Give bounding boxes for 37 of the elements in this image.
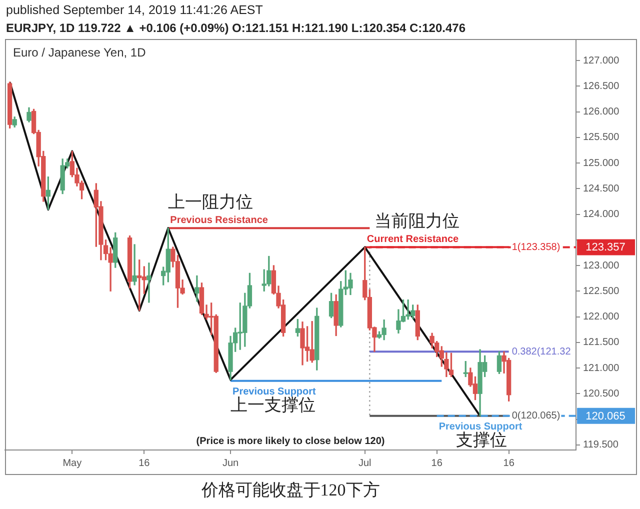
x-tick-label: 16 [138,458,150,469]
annotation: 0.382(121.32 [512,346,572,358]
series-label: Previous Support [438,422,523,433]
text: published September 14, 2019 11:41:26 AEST [6,3,263,17]
annotation: 123.357 [586,242,626,254]
x-tick-label: 16 [431,458,443,469]
annotation: (Price is more likely to close below 120) [196,436,385,447]
y-tick-label: 127.000 [583,55,620,66]
y-tick-label: 120.500 [583,388,620,400]
y-tick-label: 125.000 [583,158,620,169]
chart-subtitle: EURJPY, 1D 119.722 ▲ +0.106 (+0.09%) O:121.151 H:121.190 L:120.354 C:120.476 [6,21,466,35]
y-tick-label: 125.500 [583,132,620,144]
y-tick-label: 124.000 [583,209,620,220]
x-tick-label: May [62,458,82,469]
annotation: 1(123.358) [512,242,560,253]
annotation: 上一阻力位 [168,192,254,212]
text: 价格可能收盘于120下方 [200,480,380,500]
y-tick-label: 121.500 [583,337,620,348]
annotation: 120.065 [586,410,626,422]
series-label: Previous Support [232,386,317,398]
x-tick-label: Jun [222,458,239,469]
y-tick-label: 122.000 [583,312,620,322]
y-tick-label: 124.500 [583,183,620,194]
text: Euro / Japanese Yen, 1D [13,45,146,60]
y-tick-label: 126.500 [583,80,620,92]
y-tick-label: 126.000 [583,106,620,118]
series-label: Current Resistance [366,234,460,245]
series-label: Previous Resistance [170,214,268,226]
y-tick-label: 123.000 [583,260,620,272]
y-tick-label: 122.500 [583,286,620,297]
annotation: 0(120.065) [512,410,560,422]
x-tick-label: Jul [358,458,372,469]
x-tick-label: 16 [503,458,515,469]
y-tick-label: 121.000 [583,362,620,374]
annotation: 上一支撑位 [230,395,316,414]
y-tick-label: 119.500 [583,440,619,451]
annotation: 当前阻力位 [374,212,460,231]
